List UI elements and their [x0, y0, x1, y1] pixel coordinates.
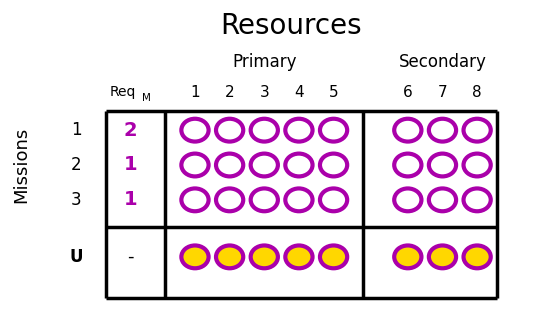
Text: Secondary: Secondary: [399, 53, 486, 71]
Text: 4: 4: [294, 84, 304, 100]
Text: Req: Req: [110, 85, 136, 99]
Ellipse shape: [251, 153, 278, 177]
Text: 2: 2: [225, 84, 234, 100]
Ellipse shape: [320, 188, 347, 211]
Text: Missions: Missions: [13, 127, 31, 203]
Text: 1: 1: [71, 121, 81, 139]
Ellipse shape: [182, 119, 208, 142]
Ellipse shape: [429, 188, 456, 211]
Ellipse shape: [251, 246, 278, 268]
Ellipse shape: [182, 153, 208, 177]
Text: 2: 2: [124, 121, 138, 140]
Text: 3: 3: [260, 84, 269, 100]
Ellipse shape: [429, 246, 456, 268]
Ellipse shape: [285, 119, 312, 142]
Ellipse shape: [216, 188, 243, 211]
Ellipse shape: [464, 119, 491, 142]
Ellipse shape: [320, 246, 347, 268]
Text: 5: 5: [329, 84, 338, 100]
Text: Primary: Primary: [232, 53, 296, 71]
Ellipse shape: [464, 188, 491, 211]
Ellipse shape: [394, 246, 421, 268]
Ellipse shape: [216, 153, 243, 177]
Ellipse shape: [320, 153, 347, 177]
Ellipse shape: [251, 188, 278, 211]
Text: 1: 1: [124, 155, 138, 175]
Text: 8: 8: [472, 84, 482, 100]
Ellipse shape: [394, 153, 421, 177]
Ellipse shape: [320, 119, 347, 142]
Text: 7: 7: [438, 84, 447, 100]
Ellipse shape: [464, 153, 491, 177]
Ellipse shape: [394, 119, 421, 142]
Ellipse shape: [464, 246, 491, 268]
Text: 2: 2: [71, 156, 81, 174]
Ellipse shape: [251, 119, 278, 142]
Ellipse shape: [285, 246, 312, 268]
Ellipse shape: [285, 188, 312, 211]
Text: 1: 1: [124, 190, 138, 209]
Ellipse shape: [429, 119, 456, 142]
Text: 6: 6: [403, 84, 412, 100]
Ellipse shape: [182, 246, 208, 268]
Text: 3: 3: [71, 191, 81, 209]
Ellipse shape: [429, 153, 456, 177]
Text: Resources: Resources: [221, 12, 362, 40]
Ellipse shape: [394, 188, 421, 211]
Ellipse shape: [285, 153, 312, 177]
Text: -: -: [128, 248, 134, 266]
Text: U: U: [69, 248, 83, 266]
Ellipse shape: [216, 246, 243, 268]
Text: 1: 1: [190, 84, 200, 100]
Text: M: M: [142, 93, 151, 103]
Ellipse shape: [216, 119, 243, 142]
Ellipse shape: [182, 188, 208, 211]
